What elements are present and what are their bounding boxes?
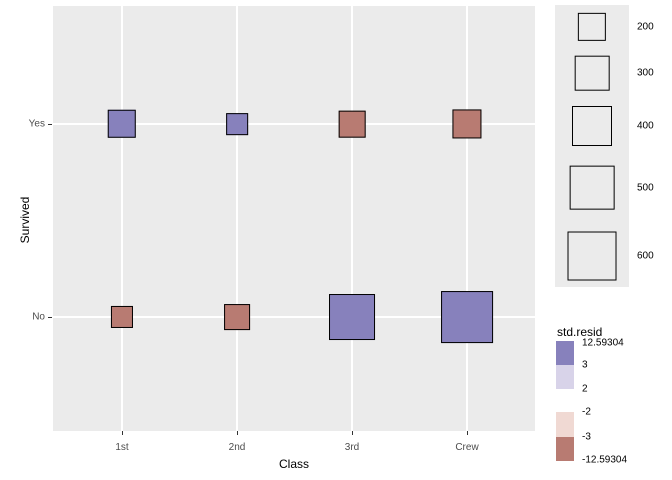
- gridline-x-1st: [121, 6, 123, 431]
- x-tick-label: 3rd: [344, 442, 360, 453]
- y-tick: [48, 123, 52, 125]
- data-square-crew-yes: [452, 109, 482, 139]
- color-legend-label: 2: [582, 383, 588, 395]
- x-tick: [236, 431, 238, 435]
- x-tick-label: Crew: [455, 442, 479, 453]
- color-legend-label: 3: [582, 359, 588, 371]
- plot-panel: [53, 6, 535, 431]
- data-square-3rd-no: [329, 294, 375, 340]
- color-legend-segment: [556, 437, 574, 461]
- data-square-2nd-yes: [226, 113, 248, 135]
- x-tick-label: 2nd: [228, 442, 246, 453]
- color-legend-title: std.resid: [557, 325, 603, 339]
- x-axis-title: Class: [278, 457, 310, 471]
- y-tick-label: Yes: [28, 118, 45, 130]
- data-square-1st-yes: [107, 109, 137, 139]
- size-legend-label: 300: [637, 67, 654, 79]
- gridline-y-yes: [53, 123, 535, 125]
- x-tick: [466, 431, 468, 435]
- size-legend-key-200: [577, 12, 607, 41]
- gridline-x-2nd: [236, 6, 238, 431]
- data-square-3rd-yes: [338, 110, 366, 138]
- size-legend-key-300: [574, 55, 610, 91]
- size-legend-label: 200: [637, 21, 654, 32]
- size-legend-key-600: [567, 231, 617, 281]
- size-legend-key-500: [569, 165, 615, 210]
- data-square-2nd-no: [224, 304, 250, 330]
- data-square-crew-no: [441, 291, 493, 343]
- gridline-x-crew: [466, 6, 468, 431]
- color-legend-segment: [556, 341, 574, 365]
- x-tick: [121, 431, 123, 435]
- color-legend-segment: [556, 412, 574, 437]
- gridline-x-3rd: [351, 6, 353, 431]
- color-legend-label: -3: [582, 431, 591, 443]
- size-legend-label: 500: [637, 182, 654, 193]
- y-axis-title: Survived: [18, 196, 32, 244]
- size-legend-key-400: [572, 106, 612, 146]
- color-legend-segment: [556, 365, 574, 389]
- color-legend-label: 12.59304: [582, 337, 624, 349]
- size-legend-label: 400: [637, 120, 654, 132]
- size-legend-label: 600: [637, 250, 654, 262]
- y-tick: [48, 316, 52, 318]
- x-tick-label: 1st: [115, 442, 129, 453]
- color-legend-label: -12.59304: [582, 454, 628, 466]
- data-square-1st-no: [110, 305, 134, 329]
- color-legend-label: -2: [582, 406, 591, 418]
- gridline-y-no: [53, 316, 535, 318]
- x-tick: [351, 431, 353, 435]
- y-tick-label: No: [32, 311, 45, 323]
